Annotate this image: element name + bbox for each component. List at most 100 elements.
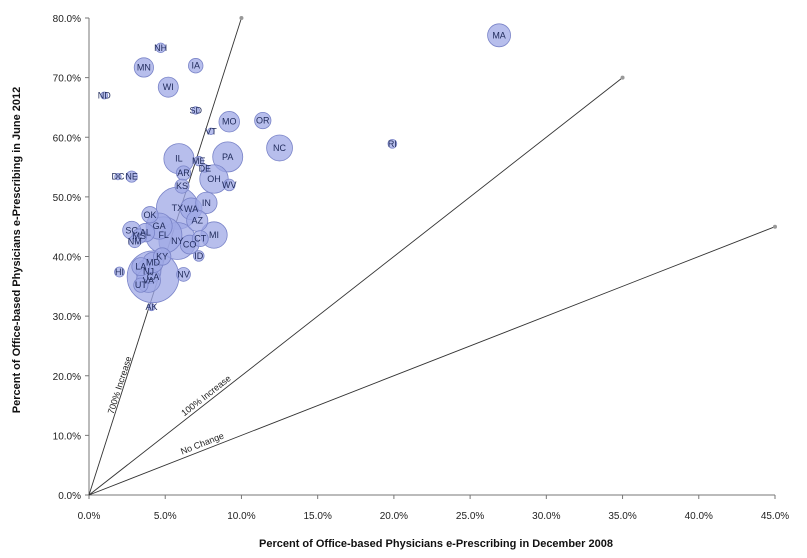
reference-line-label: No Change xyxy=(179,431,225,457)
y-tick-label: 10.0% xyxy=(53,431,81,442)
bubble-label-az: AZ xyxy=(191,216,203,226)
bubble-label-il: IL xyxy=(175,154,183,164)
y-tick-label: 0.0% xyxy=(58,491,81,502)
bubble-label-sc: SC xyxy=(125,225,138,235)
y-tick-label: 40.0% xyxy=(53,253,81,264)
bubble-label-wa: WA xyxy=(184,204,198,214)
bubble-label-ca: CA xyxy=(147,272,160,282)
y-tick-label: 50.0% xyxy=(53,193,81,204)
bubble-label-in: IN xyxy=(202,198,211,208)
reference-line xyxy=(88,226,776,496)
reference-line-end xyxy=(239,16,244,20)
x-tick-label: 5.0% xyxy=(154,511,177,522)
bubble-sd xyxy=(191,106,200,115)
bubble-label-la: LA xyxy=(135,262,146,272)
bubble-label-al: AL xyxy=(140,228,151,238)
bubble-label-oh: OH xyxy=(207,174,221,184)
bubble-label-mo: MO xyxy=(222,117,237,127)
x-tick-label: 25.0% xyxy=(456,511,484,522)
bubble-label-id: ID xyxy=(194,251,204,261)
bubble-label-md: MD xyxy=(146,257,160,267)
bubble-vt xyxy=(207,127,215,135)
bubble-label-nv: NV xyxy=(177,269,190,279)
x-tick-label: 0.0% xyxy=(78,511,101,522)
bubble-label-ga: GA xyxy=(153,221,166,231)
bubble-de xyxy=(200,163,210,173)
bubble-label-ri: RI xyxy=(388,139,397,149)
bubble-label-hi: HI xyxy=(115,267,124,277)
bubble-id xyxy=(193,250,205,262)
bubble-mn xyxy=(133,57,154,78)
bubble-label-ak: AK xyxy=(145,302,157,312)
bubble-label-ut: UT xyxy=(135,280,147,290)
bubble-la xyxy=(131,257,151,277)
bubble-or xyxy=(254,111,272,130)
bubble-label-dc: DC xyxy=(111,172,124,182)
x-tick-label: 35.0% xyxy=(608,511,636,522)
bubble-label-nm: NM xyxy=(128,237,142,247)
bubble-ia xyxy=(188,58,204,74)
y-tick-label: 20.0% xyxy=(53,372,81,383)
bubble-label-ms: MS xyxy=(133,231,147,241)
bubble-label-ia: IA xyxy=(191,61,200,71)
bubble-label-nj: NJ xyxy=(143,266,154,276)
bubble-label-ok: OK xyxy=(143,210,156,220)
x-tick-label: 45.0% xyxy=(761,511,789,522)
bubble-label-nc: NC xyxy=(273,143,286,153)
bubble-nm xyxy=(128,235,142,249)
bubble-nh xyxy=(155,42,166,54)
bubble-nd xyxy=(100,91,109,100)
bubble-ok xyxy=(141,206,159,224)
y-axis-title: Percent of Office-based Physicians e-Pre… xyxy=(11,87,23,413)
bubble-label-vt: VT xyxy=(205,126,217,136)
bubble-label-va: VA xyxy=(143,275,154,285)
bubble-mo xyxy=(218,111,240,133)
bubble-series xyxy=(100,23,511,312)
plot-frame xyxy=(88,18,775,496)
bubble-label-mi: MI xyxy=(209,230,219,240)
reference-line-end xyxy=(620,75,625,80)
bubble-label-wi: WI xyxy=(163,82,174,92)
bubble-label-or: OR xyxy=(256,116,270,126)
bubble-ak xyxy=(147,303,156,312)
bubble-nc xyxy=(266,134,293,162)
bubble-label-sd: SD xyxy=(189,105,202,115)
bubble-label-ct: CT xyxy=(194,234,206,244)
reference-line-end xyxy=(773,224,777,229)
bubble-me xyxy=(193,155,204,167)
reference-line-label: 100% Increase xyxy=(179,373,232,418)
bubble-label-ks: KS xyxy=(176,181,188,191)
bubble-label-nh: NH xyxy=(154,43,167,53)
bubble-label-ny: NY xyxy=(171,236,184,246)
x-axis-ticks: 0.0% 5.0% 10.0% 15.0% 20.0% 25.0% 30.0% 35.0% 40… xyxy=(78,495,789,522)
bubble-label-me: ME xyxy=(192,156,206,166)
bubble-label-fl: FL xyxy=(158,230,169,240)
bubble-ma xyxy=(487,23,511,48)
y-tick-label: 30.0% xyxy=(53,312,81,323)
bubble-label-ar: AR xyxy=(177,168,190,178)
y-tick-label: 80.0% xyxy=(53,14,81,25)
bubble-ct xyxy=(191,230,209,247)
y-axis-ticks: 0.0% 10.0% 20.0% 30.0% 40.0% 50.0% 60.0% 70.0% 8… xyxy=(53,14,89,502)
bubble-in xyxy=(195,191,218,214)
bubble-label-co: CO xyxy=(183,240,197,250)
x-tick-label: 15.0% xyxy=(303,511,331,522)
reference-line-label: 700% Increase xyxy=(106,355,134,415)
bubble-ri xyxy=(387,139,398,149)
bubble-label-nd: ND xyxy=(98,91,111,101)
bubble-nv xyxy=(176,267,191,282)
bubble-ky xyxy=(153,247,172,266)
bubble-label-tx: TX xyxy=(172,203,184,213)
x-tick-label: 10.0% xyxy=(227,511,255,522)
bubble-ne xyxy=(125,170,138,183)
x-tick-label: 30.0% xyxy=(532,511,560,522)
bubble-label-ma: MA xyxy=(492,30,506,40)
x-tick-label: 40.0% xyxy=(685,511,713,522)
x-tick-label: 20.0% xyxy=(380,511,408,522)
bubble-wv xyxy=(223,178,236,192)
bubble-ut xyxy=(133,277,149,293)
y-tick-label: 70.0% xyxy=(53,74,81,85)
bubble-pa xyxy=(212,141,244,173)
